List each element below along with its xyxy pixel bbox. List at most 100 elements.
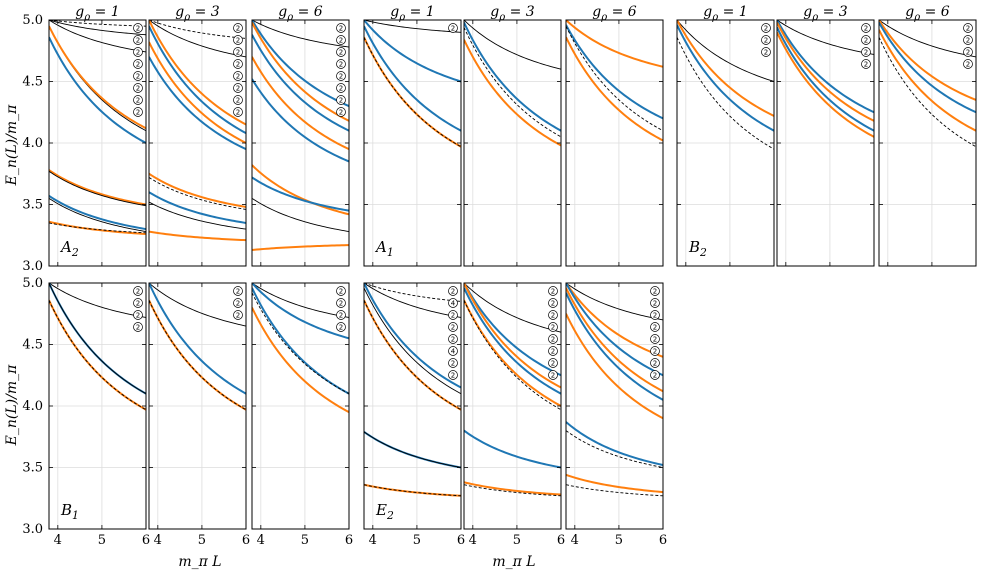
multiplicity-marker — [761, 35, 771, 45]
level-line-black — [364, 25, 461, 132]
panel: 2 2 2 2 2 2 2 2 4 5 6 — [463, 282, 565, 548]
multiplicity-label: 2 — [653, 348, 657, 356]
level-line-orange — [364, 483, 461, 497]
level-line-black — [49, 197, 146, 233]
level-line-black-dashed — [364, 283, 461, 302]
multiplicity-label: 2 — [653, 336, 657, 344]
multiplicity-marker — [233, 47, 243, 57]
level-line-blue — [149, 191, 246, 224]
y-tick-label: 4.5 — [22, 75, 43, 90]
level-line-orange — [49, 299, 146, 411]
level-line-blue — [566, 292, 663, 401]
level-line-black-dashed — [879, 37, 976, 148]
level-line-black-dashed — [566, 484, 663, 497]
panel: 2 2 2 2 2 2 2 2 gρ = 6 — [251, 4, 350, 267]
y-tick-label: 4.5 — [22, 338, 43, 353]
panel-title: gρ = 3 — [803, 4, 848, 23]
y-tick-label: 5.0 — [22, 13, 43, 28]
multiplicity-marker — [548, 286, 558, 296]
multiplicity-label: 2 — [136, 61, 140, 69]
level-line-black — [252, 283, 349, 318]
multiplicity-label: 2 — [551, 336, 555, 344]
multiplicity-marker — [336, 298, 346, 308]
energy-levels — [464, 20, 561, 147]
multiplicity-marker — [448, 370, 458, 380]
level-line-blue — [464, 283, 561, 377]
level-line-black — [464, 283, 561, 333]
level-line-black — [464, 20, 561, 70]
level-line-orange — [252, 21, 349, 122]
energy-levels — [777, 20, 874, 138]
multiplicity-label: 2 — [339, 49, 343, 57]
multiplicity-label: 2 — [451, 372, 455, 380]
level-line-orange — [252, 244, 349, 252]
level-line-black — [49, 20, 146, 36]
multiplicity-label: 2 — [236, 312, 240, 320]
level-line-blue — [364, 283, 461, 389]
level-line-blue — [149, 283, 246, 395]
panel: 2 2 2 4 5 6 — [148, 282, 250, 548]
level-line-black-dashed — [149, 300, 246, 411]
level-line-orange — [149, 230, 246, 242]
multiplicity-marker — [336, 23, 346, 33]
multiplicity-label: 2 — [451, 360, 455, 368]
multiplicity-label: 2 — [764, 37, 768, 45]
level-line-black-dashed — [464, 484, 561, 497]
multiplicity-marker — [233, 35, 243, 45]
irrep-label: B2 — [688, 238, 707, 259]
multiplicity-marker — [233, 59, 243, 69]
level-line-orange — [252, 307, 349, 414]
irrep-label: E2 — [375, 501, 394, 522]
multiplicity-label: 2 — [136, 37, 140, 45]
multiplicity-marker — [233, 71, 243, 81]
irrep-label: A2 — [59, 238, 79, 259]
multiplicity-marker — [548, 370, 558, 380]
panel-title: gρ = 3 — [175, 4, 220, 23]
level-line-black-dashed — [464, 27, 561, 138]
multiplicity-marker — [448, 322, 458, 332]
level-line-orange — [149, 299, 246, 411]
multiplicity-marker — [650, 358, 660, 368]
multiplicity-marker — [548, 310, 558, 320]
level-line-orange — [149, 41, 246, 144]
multiplicity-marker — [336, 83, 346, 93]
level-line-orange — [566, 20, 663, 68]
multiplicity-marker — [233, 107, 243, 117]
panel-title: gρ = 1 — [75, 4, 119, 23]
multiplicity-label: 2 — [653, 312, 657, 320]
multiplicity-marker — [133, 23, 143, 33]
multiplicity-label: 2 — [339, 324, 343, 332]
multiplicity-label: 2 — [136, 73, 140, 81]
x-tick-label: 6 — [557, 533, 565, 548]
multiplicity-label: 2 — [136, 300, 140, 308]
multiplicity-label: 2 — [864, 49, 868, 57]
multiplicity-marker — [133, 310, 143, 320]
level-line-black-dashed — [364, 37, 461, 148]
multiplicity-marker — [233, 310, 243, 320]
multiplicity-label: 2 — [236, 97, 240, 105]
multiplicity-marker — [963, 59, 973, 69]
multiplicity-marker — [448, 286, 458, 296]
multiplicity-label: 2 — [236, 85, 240, 93]
panel: 2 2 2 2 2 2 2 2 gρ = 3 — [148, 4, 247, 267]
level-line-orange — [566, 283, 663, 358]
level-line-blue — [464, 429, 561, 469]
multiplicity-marker — [548, 334, 558, 344]
level-line-orange — [464, 299, 561, 407]
multiplicity-label: 2 — [451, 324, 455, 332]
energy-levels — [677, 20, 774, 150]
level-line-orange — [777, 31, 874, 138]
level-line-black-dashed — [149, 20, 246, 39]
multiplicity-marker — [963, 35, 973, 45]
y-axis-label-bottom: E_n(L)/m_π — [4, 364, 20, 446]
multiplicity-label: 2 — [339, 85, 343, 93]
multiplicity-marker — [448, 23, 458, 33]
energy-levels — [252, 20, 349, 252]
panel: 2 2 2 2 4 5 6 3.0 3.5 4.0 4.5 5.0 B1 — [22, 276, 150, 548]
multiplicity-marker — [861, 23, 871, 33]
energy-levels — [149, 283, 246, 411]
multiplicity-label: 2 — [653, 288, 657, 296]
level-line-black-dashed — [464, 300, 561, 411]
energy-levels — [49, 20, 146, 236]
level-line-blue — [364, 25, 461, 132]
